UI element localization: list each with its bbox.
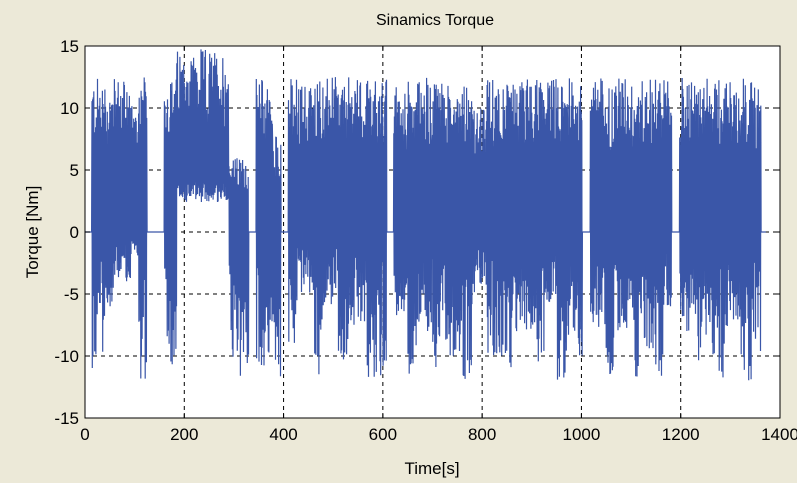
- x-tick-label: 600: [369, 425, 397, 444]
- x-tick-label: 1000: [563, 425, 601, 444]
- x-tick-label: 0: [80, 425, 89, 444]
- y-tick-label: -10: [54, 347, 79, 366]
- x-tick-label: 1400: [761, 425, 797, 444]
- y-axis-label: Torque [Nm]: [23, 186, 42, 279]
- y-tick-label: 15: [60, 37, 79, 56]
- x-tick-label: 400: [269, 425, 297, 444]
- y-tick-label: -5: [64, 285, 79, 304]
- x-axis-label: Time[s]: [404, 459, 459, 478]
- y-tick-label: 10: [60, 99, 79, 118]
- x-tick-label: 200: [170, 425, 198, 444]
- y-tick-label: 0: [70, 223, 79, 242]
- torque-line: [85, 49, 766, 381]
- x-tick-label: 800: [468, 425, 496, 444]
- chart-title: Sinamics Torque: [376, 12, 494, 29]
- y-axis-ticks: -15 -10 -5 0 5 10 15: [54, 37, 780, 428]
- y-tick-label: 5: [70, 161, 79, 180]
- torque-series: [85, 49, 766, 381]
- y-tick-label: -15: [54, 409, 79, 428]
- x-tick-label: 1200: [662, 425, 700, 444]
- x-axis-ticks: 0 200 400 600 800 1000 1200 1400: [80, 46, 797, 444]
